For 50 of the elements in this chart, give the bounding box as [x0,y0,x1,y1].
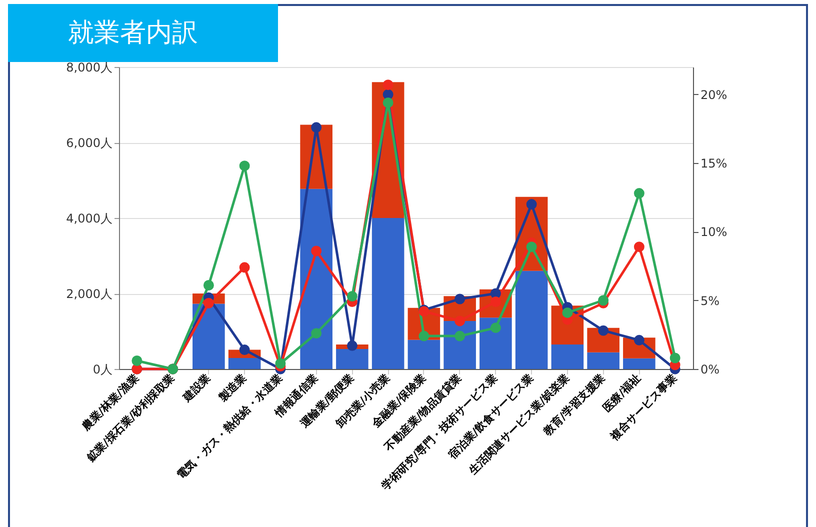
y-tick-label: 4,000人 [66,212,112,226]
point [203,280,214,290]
x-tick-label: 建設業 [180,372,213,405]
point [634,334,644,346]
point [418,330,430,342]
y2-tick-label: 0% [700,362,720,376]
chart-title: 就業者内訳 [8,4,278,62]
y2-tick-label: 10% [700,225,728,240]
y-tick-label: 8,000人 [66,60,112,74]
bar [336,348,368,369]
bar [480,318,512,369]
point [454,330,466,342]
y-tick-label: 2,000人 [66,287,112,301]
x-tick-label: 製造業 [216,372,249,405]
point [382,97,394,108]
point [311,246,322,256]
point [454,316,466,326]
bar [408,340,440,369]
point [670,352,680,364]
point [526,199,537,210]
point [132,356,142,366]
point [311,122,322,133]
point [239,344,250,356]
bar [551,344,584,369]
point [346,340,358,351]
point [634,242,644,252]
y2-tick-label: 5% [700,294,720,308]
y2-tick-label: 15% [700,156,728,171]
y2-tick-label: 20% [700,88,728,102]
point [311,328,322,339]
bar [372,218,404,369]
point [275,358,286,369]
point [239,262,250,273]
y-tick-label: 0人 [92,362,112,376]
bar [515,270,548,369]
point [562,307,573,318]
point [634,188,644,199]
point [346,291,358,302]
bar [623,358,656,369]
point [598,325,609,336]
point [490,322,501,334]
bar [228,358,261,369]
point [382,80,394,90]
point [239,160,250,172]
y-tick-label: 6,000人 [66,136,112,150]
point [598,295,609,306]
point [454,294,466,304]
point [526,242,537,252]
point [203,298,214,308]
bar [587,352,620,369]
